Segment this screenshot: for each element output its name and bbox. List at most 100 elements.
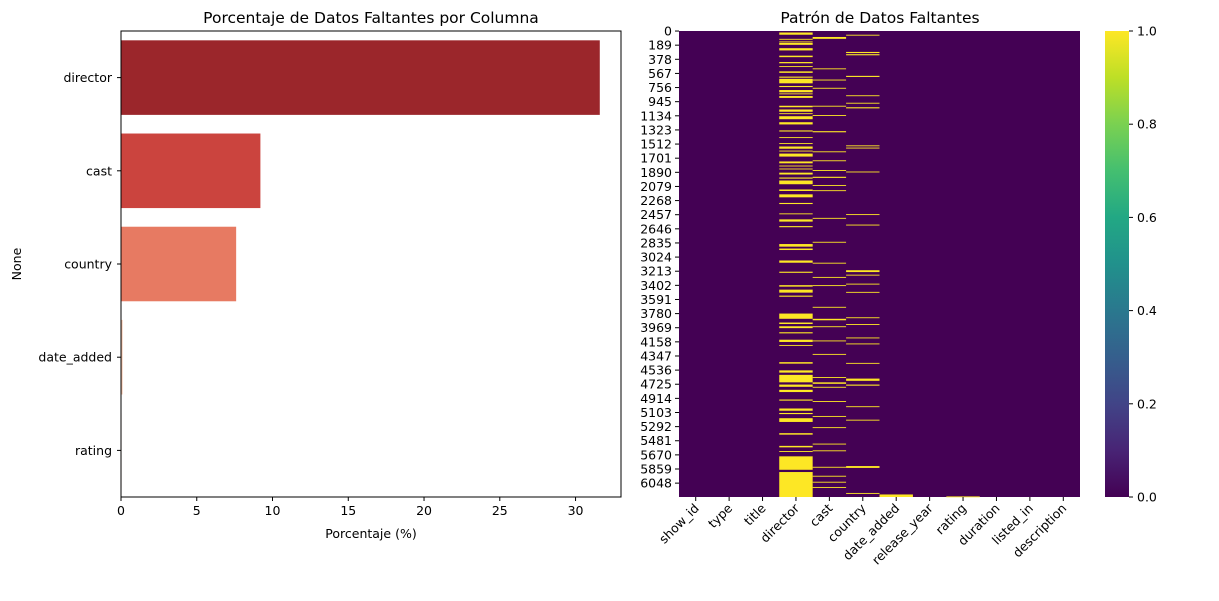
missing-cell-director: [779, 412, 813, 415]
heatmap-row-tick-label: 4725: [640, 377, 672, 392]
heatmap-row-tick-label: 5481: [640, 433, 672, 448]
colorbar-tick-label: 0.2: [1137, 396, 1157, 411]
missing-cell-director: [779, 153, 813, 157]
bar-y-tick-label: date_added: [38, 350, 112, 365]
missing-cell-country: [846, 54, 880, 56]
missing-cell-cast: [812, 190, 847, 192]
heatmap-row-tick-label: 0: [664, 24, 672, 39]
bar-cast: [121, 133, 261, 209]
heatmap-chart: Patrón de Datos Faltantes 01893785677569…: [640, 9, 1080, 567]
missing-cell-cast: [812, 262, 847, 264]
heatmap-row-tick-label: 1890: [640, 165, 672, 180]
missing-cell-country: [846, 147, 880, 149]
missing-cell-cast: [812, 170, 847, 171]
heatmap-row-tick-label: 3024: [640, 250, 672, 265]
missing-cell-country: [846, 274, 880, 276]
colorbar-tick-label: 0.4: [1137, 303, 1157, 318]
missing-cell-director: [779, 285, 813, 287]
missing-cell-director: [779, 295, 813, 297]
missing-cell-country: [846, 362, 880, 364]
missing-cell-director: [779, 418, 813, 422]
heatmap-row-tick-label: 2457: [640, 207, 672, 222]
missing-cell-director: [779, 370, 813, 373]
missing-cell-cast: [812, 87, 847, 89]
bar-x-tick-label: 30: [568, 503, 584, 518]
missing-cell-director: [779, 85, 813, 88]
missing-cell-director: [779, 66, 813, 68]
missing-cell-country: [846, 224, 880, 226]
missing-cell-country: [846, 492, 880, 494]
colorbar-tick-label: 0.6: [1137, 210, 1157, 225]
heatmap-row-tick-label: 3213: [640, 264, 672, 279]
heatmap-row-ticks: 0189378567756945113413231512170118902079…: [640, 24, 679, 491]
missing-cell-cast: [812, 36, 847, 39]
missing-cell-director: [779, 41, 813, 43]
heatmap-row-tick-label: 5670: [640, 447, 672, 462]
heatmap-row-tick-label: 2835: [640, 235, 672, 250]
heatmap-row-tick-label: 3969: [640, 320, 672, 335]
missing-cell-cast: [812, 340, 847, 342]
colorbar: 0.0 0.2 0.4 0.6 0.8 1.0: [1105, 24, 1157, 505]
colorbar-tick-label: 0.8: [1137, 117, 1157, 132]
missing-cell-cast: [812, 475, 847, 477]
missing-cell-director: [779, 96, 813, 98]
bar-x-tick-label: 20: [416, 503, 432, 518]
heatmap-cells: [779, 32, 980, 498]
missing-cell-cast: [812, 377, 847, 378]
missing-cell-director: [779, 113, 813, 115]
missing-cell-director: [779, 194, 813, 198]
missing-cell-director: [779, 244, 813, 247]
missing-cell-director: [779, 260, 813, 263]
heatmap-column-tick-label: type: [705, 500, 736, 531]
heatmap-row-tick-label: 189: [648, 38, 672, 53]
missing-cell-director: [779, 168, 813, 170]
missing-cell-country: [846, 324, 880, 325]
missing-cell-director: [779, 384, 813, 387]
missing-cell-director: [779, 161, 813, 164]
missing-cell-country: [846, 270, 880, 273]
bar-x-tick-label: 5: [193, 503, 201, 518]
heatmap-row-tick-label: 3780: [640, 306, 672, 321]
bar-chart: Porcentaje de Datos Faltantes por Column…: [9, 9, 622, 541]
heatmap-row-tick-label: 1323: [640, 122, 672, 137]
missing-cell-country: [846, 337, 880, 339]
missing-cell-cast: [812, 386, 847, 388]
missing-cell-director: [779, 445, 813, 448]
heatmap-row-tick-label: 4347: [640, 348, 672, 363]
heatmap-row-tick-label: 2079: [640, 179, 672, 194]
missing-cell-director: [779, 93, 813, 95]
bar-x-tick-label: 15: [340, 503, 356, 518]
heatmap-column-tick-label: show_id: [656, 501, 702, 547]
missing-cell-country: [846, 384, 880, 386]
missing-cell-director: [779, 116, 813, 120]
missing-cell-director: [779, 76, 813, 78]
missing-cell-director: [779, 32, 813, 35]
missing-cell-country: [846, 419, 880, 421]
missing-cell-director: [779, 71, 813, 73]
missing-cell-country: [846, 343, 880, 345]
missing-cell-cast: [812, 450, 847, 452]
heatmap-row-tick-label: 567: [648, 66, 672, 81]
missing-cell-cast: [812, 486, 847, 488]
bar-director: [121, 40, 600, 115]
missing-cell-director: [779, 289, 813, 293]
missing-cell-director: [779, 213, 813, 215]
missing-cell-country: [846, 171, 880, 173]
missing-cell-country: [846, 283, 880, 285]
missing-cell-director: [779, 202, 813, 205]
missing-cell-cast: [812, 427, 847, 429]
heatmap-row-tick-label: 3591: [640, 292, 672, 307]
missing-cell-director: [779, 105, 813, 108]
missing-cell-director: [779, 219, 813, 222]
heatmap-row-tick-label: 1134: [640, 108, 672, 123]
missing-cell-director: [779, 472, 813, 497]
missing-cell-director: [779, 399, 813, 401]
missing-cell-director: [779, 344, 813, 346]
colorbar-tick-label: 1.0: [1137, 24, 1157, 39]
bar-date_added: [121, 319, 123, 395]
missing-cell-cast: [812, 241, 847, 243]
missing-cell-cast: [812, 184, 847, 186]
missing-cell-cast: [812, 160, 847, 162]
